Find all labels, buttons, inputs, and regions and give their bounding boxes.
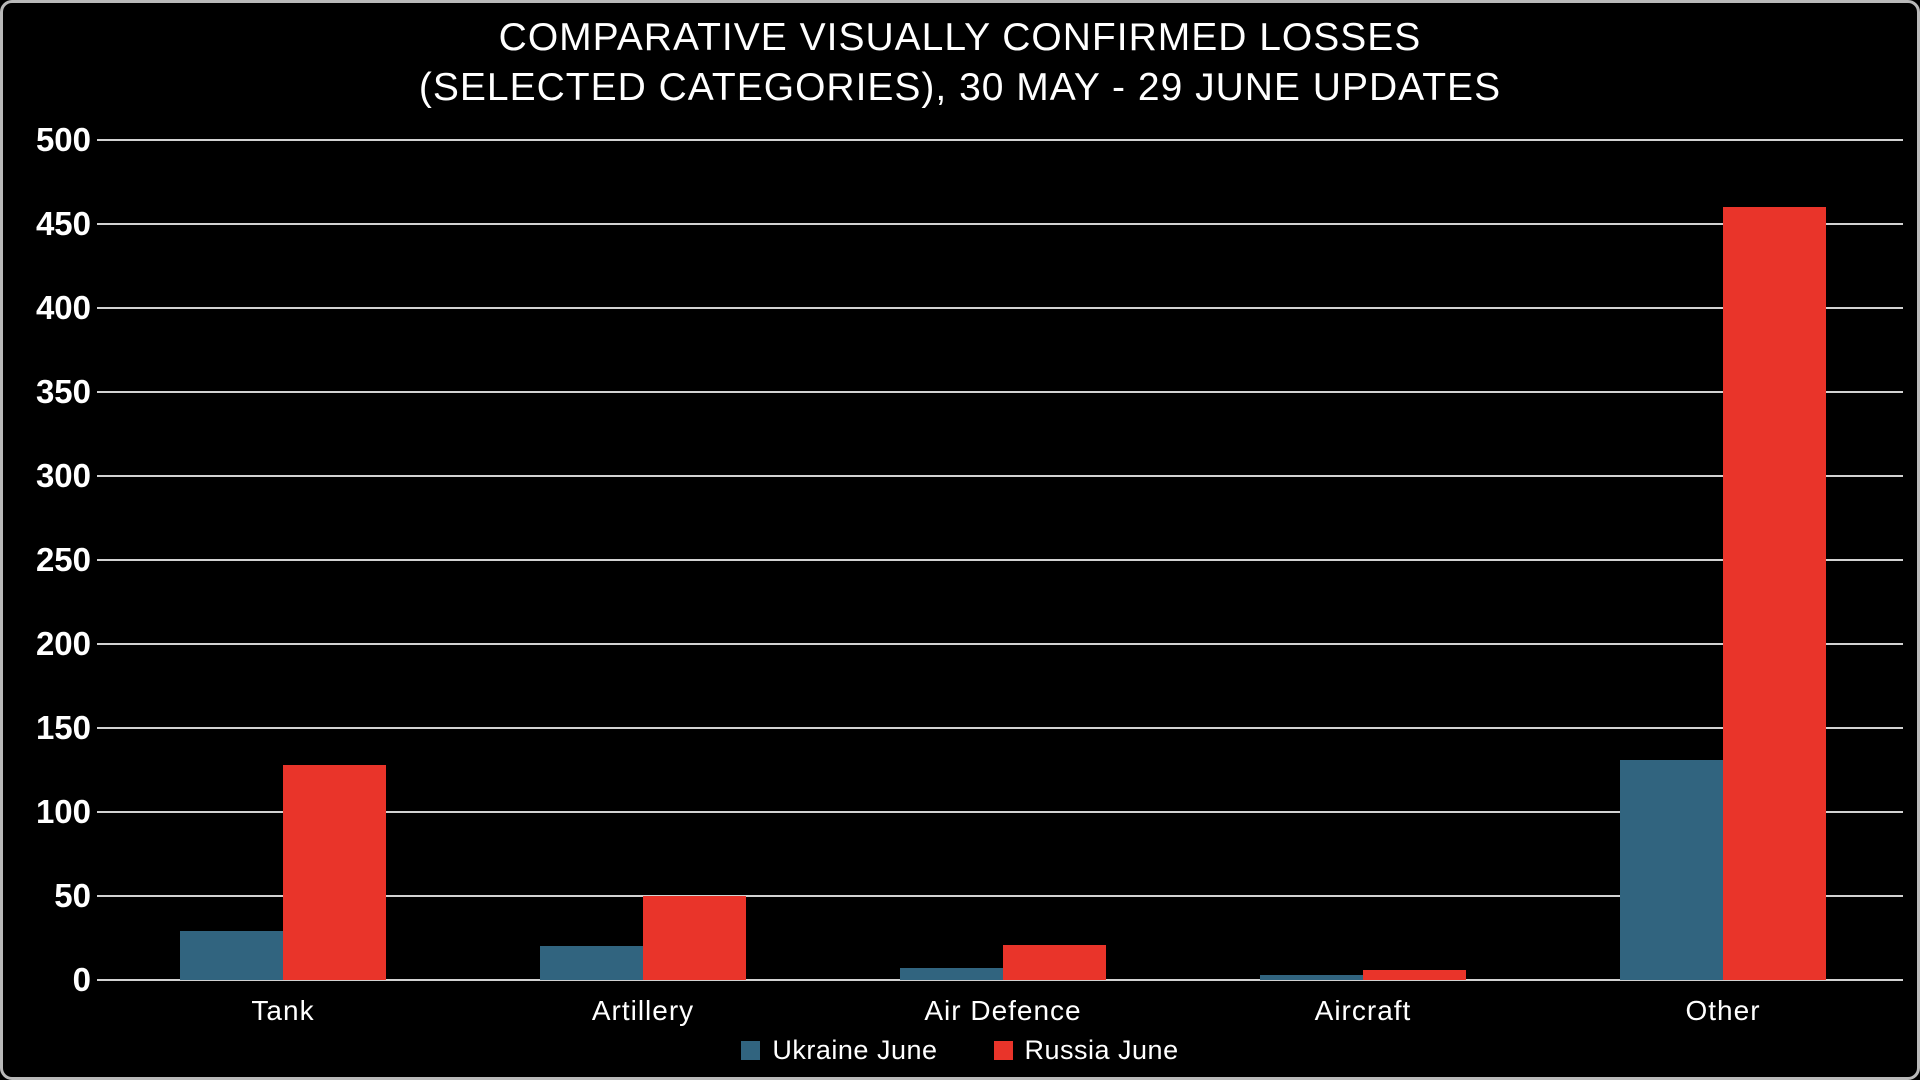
x-axis-category-label-artillery: Artillery [591, 995, 695, 1026]
gridline-200 [97, 643, 1903, 645]
bar-russia-june-air-defence [1003, 944, 1106, 980]
gridline-500 [97, 139, 1903, 141]
gridline-150 [97, 727, 1903, 729]
bar-ukraine-june-air-defence [900, 968, 1003, 980]
x-axis-category-label-air-defence: Air Defence [924, 995, 1082, 1026]
bar-ukraine-june-artillery [540, 946, 643, 980]
legend-label: Ukraine June [772, 1035, 938, 1065]
chart-legend: Ukraine June Russia June [3, 1035, 1917, 1066]
gridline-100 [97, 811, 1903, 813]
bar-ukraine-june-other [1620, 759, 1723, 980]
chart-title-line2: (SELECTED CATEGORIES), 30 MAY - 29 JUNE … [418, 65, 1502, 109]
y-axis-tick-label-350: 350 [35, 373, 91, 410]
y-axis-tick-label-50: 50 [54, 877, 91, 914]
bar-ukraine-june-aircraft [1260, 974, 1363, 980]
y-axis-tick-label-450: 450 [35, 205, 91, 242]
legend-swatch-icon [741, 1041, 761, 1060]
y-axis-tick-label-300: 300 [35, 457, 91, 494]
y-axis-tick-label-200: 200 [35, 625, 91, 662]
x-axis-category-label-other: Other [1685, 995, 1761, 1026]
legend-item-russia-june: Russia June [993, 1035, 1179, 1066]
bar-russia-june-aircraft [1363, 969, 1466, 980]
chart-title: COMPARATIVE VISUALLY CONFIRMED LOSSES (S… [3, 13, 1917, 112]
y-axis-tick-label-150: 150 [35, 709, 91, 746]
gridline-350 [97, 391, 1903, 393]
y-axis-tick-label-500: 500 [35, 121, 91, 158]
gridline-400 [97, 307, 1903, 309]
legend-label: Russia June [1024, 1035, 1179, 1065]
chart-title-line1: COMPARATIVE VISUALLY CONFIRMED LOSSES [498, 16, 1422, 59]
plot-area [97, 139, 1903, 981]
gridline-300 [97, 475, 1903, 477]
bar-russia-june-tank [283, 764, 386, 980]
bar-russia-june-artillery [643, 896, 746, 980]
gridline-450 [97, 223, 1903, 225]
bar-ukraine-june-tank [180, 931, 283, 980]
gridline-50 [97, 895, 1903, 897]
gridline-250 [97, 559, 1903, 561]
y-axis-tick-label-400: 400 [35, 289, 91, 326]
y-axis-tick-label-0: 0 [72, 961, 91, 998]
bar-russia-june-other [1723, 207, 1826, 980]
legend-swatch-icon [993, 1041, 1013, 1060]
y-axis-tick-label-250: 250 [35, 541, 91, 578]
y-axis-tick-label-100: 100 [35, 793, 91, 830]
legend-item-ukraine-june: Ukraine June [741, 1035, 937, 1066]
x-axis-category-label-aircraft: Aircraft [1314, 995, 1412, 1026]
x-axis-category-label-tank: Tank [251, 995, 315, 1026]
gridline-0 [97, 979, 1903, 981]
